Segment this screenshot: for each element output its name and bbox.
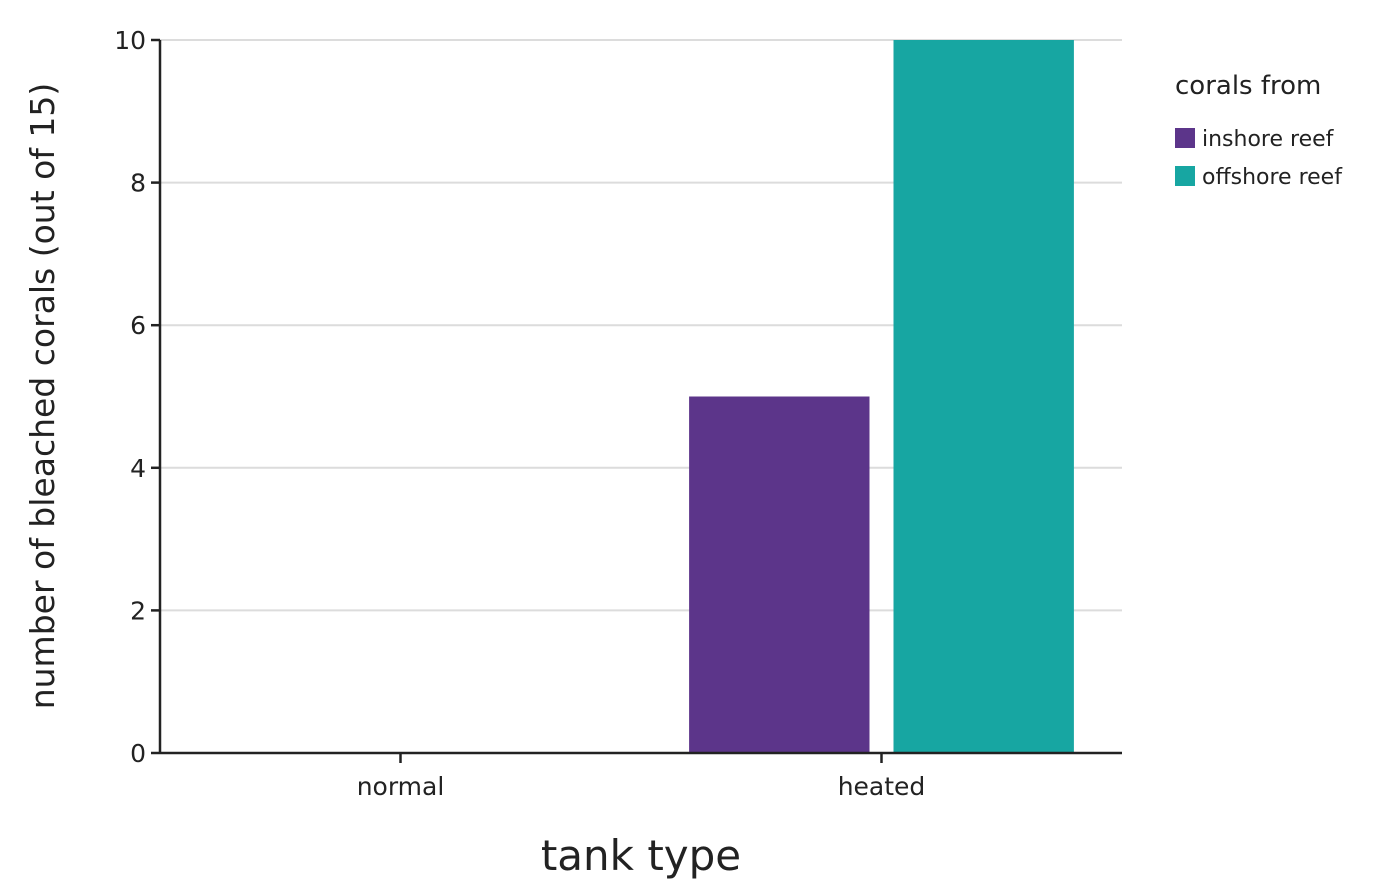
y-tick-label: 10 — [114, 26, 146, 55]
y-axis-title: number of bleached corals (out of 15) — [23, 83, 62, 710]
legend-label: inshore reef — [1202, 127, 1335, 152]
legend-swatch — [1175, 128, 1195, 148]
legend-label: offshore reef — [1202, 165, 1343, 190]
x-ticks: normal heated — [357, 753, 926, 801]
axes — [158, 40, 1122, 755]
y-tick-label: 4 — [130, 454, 146, 483]
legend-title: corals from — [1175, 71, 1321, 101]
legend: corals from inshore reef offshore reef — [1175, 71, 1343, 190]
x-tick-label: normal — [357, 772, 445, 801]
y-ticks: 0 2 4 6 8 10 — [114, 26, 160, 768]
x-axis-title: tank type — [541, 831, 741, 880]
y-tick-label: 2 — [130, 596, 146, 625]
legend-items: inshore reef offshore reef — [1175, 127, 1343, 190]
bar-offshore-reef-heated — [893, 40, 1074, 753]
bars — [689, 40, 1074, 753]
x-tick-label: heated — [838, 772, 926, 801]
y-tick-label: 6 — [130, 311, 146, 340]
y-tick-label: 8 — [130, 169, 146, 198]
bar-inshore-reef-heated — [689, 396, 870, 753]
y-tick-label: 0 — [130, 739, 146, 768]
legend-swatch — [1175, 166, 1195, 186]
